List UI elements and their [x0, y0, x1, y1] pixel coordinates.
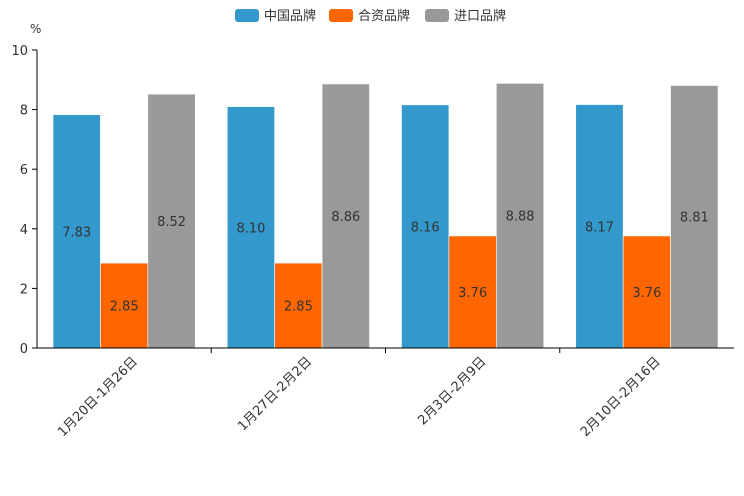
x-category-label: 2月3日-2月9日	[415, 354, 489, 428]
y-axis: 0 2 4 6 8 10	[11, 44, 38, 357]
bar-进口品牌-0	[147, 93, 196, 349]
y-tick-label: 4	[20, 223, 28, 238]
bar-中国品牌-2	[401, 104, 450, 349]
legend-label[interactable]: 中国品牌	[264, 8, 316, 24]
y-axis-unit-label: %	[30, 22, 41, 36]
legend-swatch	[329, 9, 353, 22]
bar-合资品牌-0	[100, 262, 149, 349]
bar-进口品牌-1	[321, 83, 370, 349]
data-label: 8.17	[585, 220, 614, 235]
data-label: 8.16	[411, 220, 440, 235]
legend-swatch	[235, 9, 259, 22]
data-label: 3.76	[458, 286, 487, 301]
y-tick-label: 6	[20, 163, 28, 178]
y-tick-label: 0	[20, 342, 28, 357]
bar-合资品牌-1	[274, 262, 323, 349]
bar-合资品牌-2	[448, 235, 497, 349]
x-axis: 1月20日-1月26日 1月27日-2月2日 2月3日-2月9日 2月10日-2月16…	[37, 347, 734, 440]
x-category-label: 1月20日-1月26日	[55, 354, 141, 440]
bars: 7.83 2.85 8.52 8.10 2.85 8.86 8.16 3.76 8.88 8.17…	[52, 83, 719, 349]
legend-label[interactable]: 进口品牌	[454, 8, 506, 24]
x-category-label: 2月10日-2月16日	[578, 354, 664, 440]
bar-合资品牌-3	[622, 235, 671, 349]
data-label: 8.86	[331, 210, 360, 225]
y-tick-label: 8	[20, 104, 28, 119]
data-label: 2.85	[110, 300, 139, 315]
y-tick-label: 10	[11, 44, 28, 59]
bar-中国品牌-1	[226, 106, 275, 349]
bar-进口品牌-3	[670, 85, 719, 349]
data-label: 8.10	[236, 221, 265, 236]
data-label: 3.76	[632, 286, 661, 301]
y-tick-label: 2	[20, 282, 28, 297]
data-label: 2.85	[284, 300, 313, 315]
data-label: 8.52	[157, 215, 186, 230]
bar-进口品牌-2	[496, 83, 545, 349]
data-label: 8.88	[506, 210, 535, 225]
data-label: 8.81	[680, 211, 709, 226]
legend-swatch	[425, 9, 449, 22]
legend: 中国品牌 合资品牌 进口品牌	[235, 8, 506, 24]
legend-label[interactable]: 合资品牌	[358, 8, 410, 24]
x-category-label: 1月27日-2月2日	[235, 354, 315, 434]
bar-中国品牌-3	[575, 104, 624, 349]
data-label: 7.83	[62, 225, 91, 240]
